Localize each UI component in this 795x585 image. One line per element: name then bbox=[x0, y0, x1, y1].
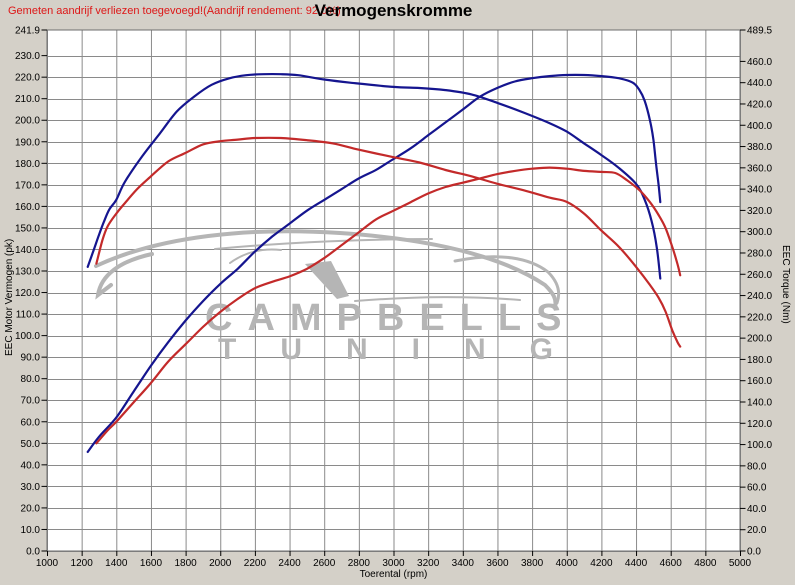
watermark-line1: CAMPBELLS bbox=[205, 297, 576, 339]
right-tick-label: 200.0 bbox=[747, 334, 772, 345]
left-tick-label: 230.0 bbox=[15, 51, 40, 62]
right-tick-label: 0.0 bbox=[747, 547, 761, 558]
left-tick-label: 50.0 bbox=[21, 439, 41, 450]
right-tick-label: 220.0 bbox=[747, 312, 772, 323]
x-tick-label: 2200 bbox=[244, 558, 267, 569]
right-tick-label: 340.0 bbox=[747, 185, 772, 196]
left-tick-label: 0.0 bbox=[26, 547, 40, 558]
right-tick-label: 40.0 bbox=[747, 504, 767, 515]
right-tick-label: 260.0 bbox=[747, 270, 772, 281]
left-tick-label: 200.0 bbox=[15, 116, 40, 127]
x-tick-label: 2800 bbox=[348, 558, 371, 569]
right-tick-label: 240.0 bbox=[747, 291, 772, 302]
left-tick-label: 30.0 bbox=[21, 482, 41, 493]
car-sketch bbox=[453, 255, 561, 305]
x-tick-label: 1800 bbox=[174, 558, 197, 569]
x-tick-label: 3600 bbox=[486, 558, 509, 569]
right-tick-label: 360.0 bbox=[747, 163, 772, 174]
left-tick-label: 100.0 bbox=[15, 331, 40, 342]
right-tick-label: 380.0 bbox=[747, 142, 772, 153]
left-tick-label: 210.0 bbox=[15, 94, 40, 105]
x-tick-label: 4200 bbox=[590, 558, 613, 569]
left-tick-label: 120.0 bbox=[15, 288, 40, 299]
torque-blue-curve bbox=[86, 72, 662, 280]
x-tick-label: 2000 bbox=[209, 558, 232, 569]
left-tick-label: 160.0 bbox=[15, 202, 40, 213]
left-tick-label: 190.0 bbox=[15, 137, 40, 148]
x-tick-label: 1400 bbox=[105, 558, 128, 569]
power-blue-curve bbox=[86, 73, 662, 454]
left-tick-label: 20.0 bbox=[21, 503, 41, 514]
left-tick-label: 180.0 bbox=[15, 159, 40, 170]
page-title: Vermogenskromme bbox=[314, 1, 473, 20]
left-tick-label: 80.0 bbox=[21, 374, 41, 385]
right-tick-label: 140.0 bbox=[747, 397, 772, 408]
power-red-curve bbox=[95, 166, 682, 445]
left-tick-label: 150.0 bbox=[15, 223, 40, 234]
right-tick-label: 489.5 bbox=[747, 26, 772, 37]
right-tick-label: 420.0 bbox=[747, 99, 772, 110]
torque-red-curve bbox=[95, 136, 682, 348]
car-sketch bbox=[305, 261, 349, 299]
left-tick-label: 10.0 bbox=[21, 525, 41, 536]
right-tick-label: 440.0 bbox=[747, 78, 772, 89]
x-tick-label: 3400 bbox=[452, 558, 475, 569]
right-tick-label: 80.0 bbox=[747, 461, 767, 472]
x-axis-title: Toerental (rpm) bbox=[359, 569, 428, 580]
x-tick-label: 3000 bbox=[382, 558, 405, 569]
drivetrain-loss-warning: Gemeten aandrijf verliezen toegevoegd!(A… bbox=[8, 5, 341, 17]
x-tick-label: 3800 bbox=[521, 558, 544, 569]
left-axis-title: EEC Motor Vermogen (pk) bbox=[4, 238, 15, 356]
car-sketch bbox=[354, 296, 521, 302]
right-tick-label: 400.0 bbox=[747, 121, 772, 132]
left-tick-label: 70.0 bbox=[21, 396, 41, 407]
car-sketch bbox=[214, 238, 433, 250]
left-tick-label: 40.0 bbox=[21, 460, 41, 471]
x-tick-label: 1200 bbox=[71, 558, 94, 569]
watermark-line2: TUNING bbox=[218, 333, 597, 366]
right-tick-label: 320.0 bbox=[747, 206, 772, 217]
left-tick-label: 241.9 bbox=[15, 26, 40, 37]
right-tick-label: 160.0 bbox=[747, 376, 772, 387]
x-tick-label: 5000 bbox=[729, 558, 752, 569]
x-tick-label: 2600 bbox=[313, 558, 336, 569]
right-tick-label: 20.0 bbox=[747, 525, 767, 536]
left-tick-label: 60.0 bbox=[21, 417, 41, 428]
right-tick-label: 120.0 bbox=[747, 419, 772, 430]
x-tick-label: 4800 bbox=[694, 558, 717, 569]
right-tick-label: 100.0 bbox=[747, 440, 772, 451]
x-tick-label: 1000 bbox=[36, 558, 59, 569]
left-tick-label: 110.0 bbox=[16, 310, 41, 321]
right-tick-label: 460.0 bbox=[747, 57, 772, 68]
x-tick-label: 4400 bbox=[625, 558, 648, 569]
tick-marks bbox=[41, 29, 746, 556]
left-tick-label: 170.0 bbox=[15, 180, 40, 191]
grid bbox=[47, 30, 741, 552]
right-tick-label: 300.0 bbox=[747, 227, 772, 238]
x-tick-label: 4600 bbox=[660, 558, 683, 569]
left-tick-label: 90.0 bbox=[21, 353, 41, 364]
left-tick-label: 140.0 bbox=[15, 245, 40, 256]
car-sketch bbox=[95, 252, 154, 300]
left-tick-label: 130.0 bbox=[15, 267, 40, 278]
right-tick-label: 180.0 bbox=[747, 355, 772, 366]
x-tick-label: 3200 bbox=[417, 558, 440, 569]
x-tick-label: 2400 bbox=[278, 558, 301, 569]
right-axis-title: EEC Torque (Nm) bbox=[780, 245, 791, 324]
x-tick-label: 1600 bbox=[140, 558, 163, 569]
left-tick-label: 220.0 bbox=[15, 73, 40, 84]
x-tick-label: 4000 bbox=[556, 558, 579, 569]
right-tick-label: 60.0 bbox=[747, 483, 767, 494]
right-tick-label: 280.0 bbox=[747, 248, 772, 259]
